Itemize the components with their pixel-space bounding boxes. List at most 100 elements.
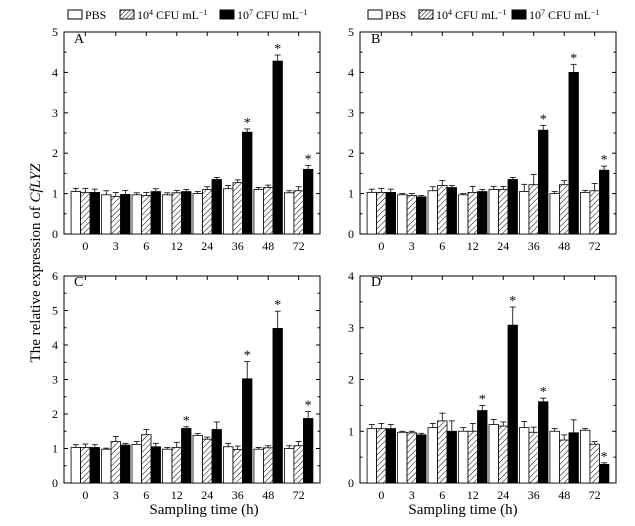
x-tick-label: 36	[232, 239, 244, 253]
x-tick-label: 0	[82, 488, 88, 502]
bar-low	[232, 182, 243, 235]
x-tick-label: 3	[409, 239, 415, 253]
bar-high	[89, 447, 100, 484]
x-tick-label: 24	[497, 239, 509, 253]
significance-star: *	[274, 298, 281, 313]
bar-high	[538, 129, 549, 235]
bar-pbs	[101, 448, 112, 484]
bar-low	[202, 438, 213, 484]
y-tick-label: 1	[52, 442, 58, 456]
y-tick-label: 1	[348, 424, 354, 438]
bar-low	[498, 189, 509, 235]
x-tick-label: 72	[293, 239, 305, 253]
significance-star: *	[540, 385, 547, 400]
bar-pbs	[519, 191, 530, 235]
legend-high-label: 107 CFU mL−1	[529, 8, 600, 22]
bar-high	[181, 191, 192, 235]
bar-pbs	[488, 424, 499, 484]
significance-star: *	[305, 152, 312, 167]
significance-star: *	[244, 116, 251, 131]
bar-low	[406, 432, 417, 484]
bar-pbs	[70, 191, 81, 235]
bar-pbs	[427, 190, 438, 235]
bar-low	[528, 184, 539, 235]
bar-pbs	[192, 434, 203, 484]
bar-low	[263, 187, 274, 235]
significance-star: *	[540, 112, 547, 127]
bar-pbs	[519, 427, 530, 484]
x-tick-label: 6	[439, 239, 445, 253]
y-tick-label: 3	[52, 106, 58, 120]
x-tick-label: 48	[262, 488, 274, 502]
bar-high	[150, 446, 161, 484]
x-tick-label: 36	[528, 488, 540, 502]
x-tick-label: 72	[589, 488, 601, 502]
xlabel-right: Sampling time (h)	[408, 502, 517, 518]
figure-ylabel: The relative expression of CfLYZ	[28, 163, 44, 363]
bar-low	[498, 425, 509, 484]
bar-high	[599, 169, 610, 235]
y-tick-label: 3	[348, 321, 354, 335]
x-tick-label: 6	[143, 239, 149, 253]
y-tick-label: 5	[52, 304, 58, 318]
bar-low	[141, 195, 152, 235]
bar-pbs	[101, 194, 112, 235]
bar-low	[467, 191, 478, 235]
bar-high	[416, 196, 427, 235]
bar-low	[437, 185, 448, 235]
bar-high	[385, 191, 396, 235]
bar-high	[538, 401, 549, 484]
x-tick-label: 0	[378, 488, 384, 502]
bar-low	[202, 189, 213, 235]
bar-low	[110, 196, 121, 235]
x-tick-label: 48	[262, 239, 274, 253]
bar-high	[477, 410, 488, 484]
y-tick-label: 2	[52, 146, 58, 160]
y-tick-label: 2	[52, 407, 58, 421]
bar-pbs	[549, 193, 560, 235]
significance-star: *	[601, 450, 608, 465]
y-tick-label: 4	[52, 338, 58, 352]
bar-pbs	[427, 427, 438, 484]
bar-pbs	[253, 448, 264, 484]
bar-pbs	[162, 194, 173, 235]
bar-low	[467, 430, 478, 484]
y-tick-label: 4	[348, 269, 354, 283]
significance-star: *	[305, 399, 312, 414]
y-tick-label: 4	[52, 65, 58, 79]
x-tick-label: 48	[558, 239, 570, 253]
bar-high	[303, 418, 314, 484]
significance-star: *	[244, 349, 251, 364]
bar-high	[568, 72, 579, 235]
bar-high	[477, 191, 488, 235]
x-tick-label: 72	[293, 488, 305, 502]
bar-pbs	[162, 448, 173, 484]
bar-high	[120, 194, 131, 235]
bar-high	[211, 179, 222, 235]
bar-pbs	[397, 431, 408, 484]
legend-high-swatch	[219, 9, 235, 20]
bar-high	[446, 187, 457, 235]
bar-low	[293, 445, 304, 484]
legend-a: PBS 104 CFU mL−1 107 CFU mL−1	[67, 8, 308, 22]
significance-star: *	[274, 42, 281, 57]
bar-pbs	[366, 191, 377, 235]
panel-c-letter: C	[74, 275, 83, 290]
y-tick-label: 5	[52, 25, 58, 39]
panel-b-letter: B	[371, 32, 380, 47]
bar-low	[589, 190, 600, 235]
x-tick-label: 24	[497, 488, 509, 502]
significance-star: *	[570, 51, 577, 66]
y-tick-label: 0	[348, 476, 354, 490]
bar-low	[528, 431, 539, 484]
legend-low-swatch	[418, 9, 434, 20]
bar-pbs	[458, 194, 469, 235]
bar-pbs	[253, 189, 264, 235]
legend-pbs-label: PBS	[85, 8, 106, 22]
bar-pbs	[223, 188, 234, 235]
bar-pbs	[366, 428, 377, 484]
x-tick-label: 3	[409, 488, 415, 502]
x-tick-label: 0	[82, 239, 88, 253]
x-tick-label: 36	[528, 239, 540, 253]
